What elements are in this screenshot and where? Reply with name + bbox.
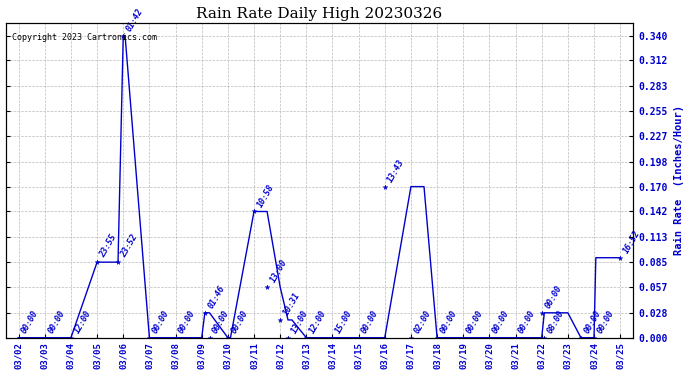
- Text: 00:00: 00:00: [229, 309, 250, 335]
- Text: 12:00: 12:00: [308, 309, 328, 335]
- Text: 13:00: 13:00: [289, 309, 310, 335]
- Text: 00:00: 00:00: [464, 309, 485, 335]
- Text: 00:00: 00:00: [543, 284, 563, 310]
- Text: 01:42: 01:42: [125, 7, 145, 33]
- Text: 15:00: 15:00: [334, 309, 354, 335]
- Y-axis label: Rain Rate  (Inches/Hour): Rain Rate (Inches/Hour): [674, 105, 684, 255]
- Text: 00:00: 00:00: [517, 309, 538, 335]
- Text: 10:31: 10:31: [282, 291, 302, 317]
- Text: 00:00: 00:00: [582, 309, 602, 335]
- Text: 08:00: 08:00: [546, 309, 566, 335]
- Text: 00:00: 00:00: [360, 309, 380, 335]
- Text: 00:00: 00:00: [151, 309, 171, 335]
- Text: 13:00: 13:00: [268, 258, 289, 284]
- Text: 23:52: 23:52: [119, 233, 139, 260]
- Text: 10:58: 10:58: [255, 183, 276, 209]
- Text: 00:00: 00:00: [211, 309, 231, 335]
- Text: 00:00: 00:00: [438, 309, 459, 335]
- Text: 00:00: 00:00: [595, 309, 615, 335]
- Text: 00:00: 00:00: [177, 309, 197, 335]
- Title: Rain Rate Daily High 20230326: Rain Rate Daily High 20230326: [196, 6, 442, 21]
- Text: 23:55: 23:55: [99, 233, 119, 260]
- Text: Copyright 2023 Cartronics.com: Copyright 2023 Cartronics.com: [12, 33, 157, 42]
- Text: 01:46: 01:46: [206, 284, 226, 310]
- Text: 00:00: 00:00: [46, 309, 66, 335]
- Text: 12:00: 12:00: [72, 309, 92, 335]
- Text: 13:43: 13:43: [386, 158, 406, 184]
- Text: 16:52: 16:52: [622, 229, 642, 255]
- Text: 02:00: 02:00: [413, 309, 433, 335]
- Text: 00:00: 00:00: [20, 309, 40, 335]
- Text: 00:00: 00:00: [491, 309, 511, 335]
